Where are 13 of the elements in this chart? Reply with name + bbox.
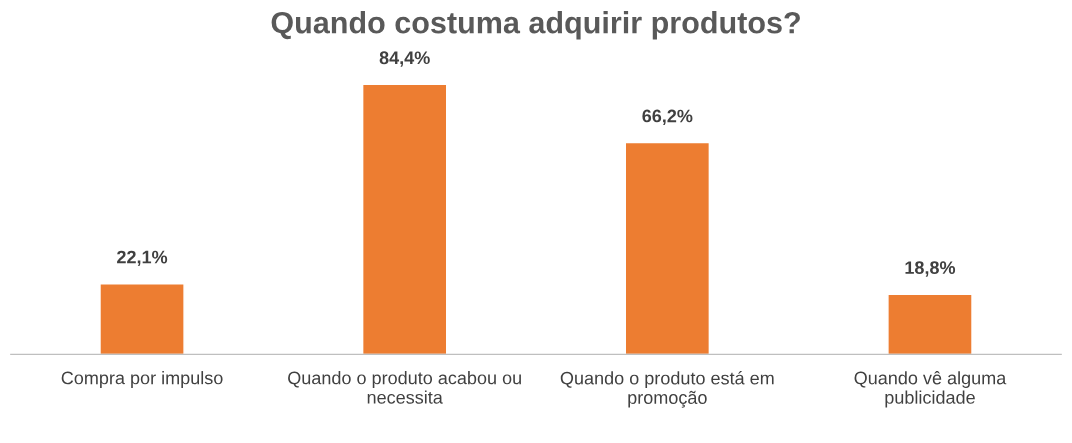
bar [624, 141, 711, 355]
x-tick-label: Quando o produto está em promoção [560, 371, 774, 408]
bar [99, 283, 185, 355]
x-tick-label: Compra por impulso [61, 371, 223, 388]
data-label: 84,4% [379, 51, 430, 67]
data-label: 22,1% [117, 250, 168, 267]
data-label: 66,2% [642, 109, 693, 125]
x-tick-label: Quando o produto acabou ou necessita [288, 371, 521, 404]
x-tick-label: Quando vê alguma publicidade [854, 371, 1007, 408]
bar [887, 293, 973, 355]
data-label: 18,8% [905, 261, 956, 277]
chart-title: Quando costuma adquirir produtos? [271, 11, 800, 40]
bar [361, 83, 448, 355]
